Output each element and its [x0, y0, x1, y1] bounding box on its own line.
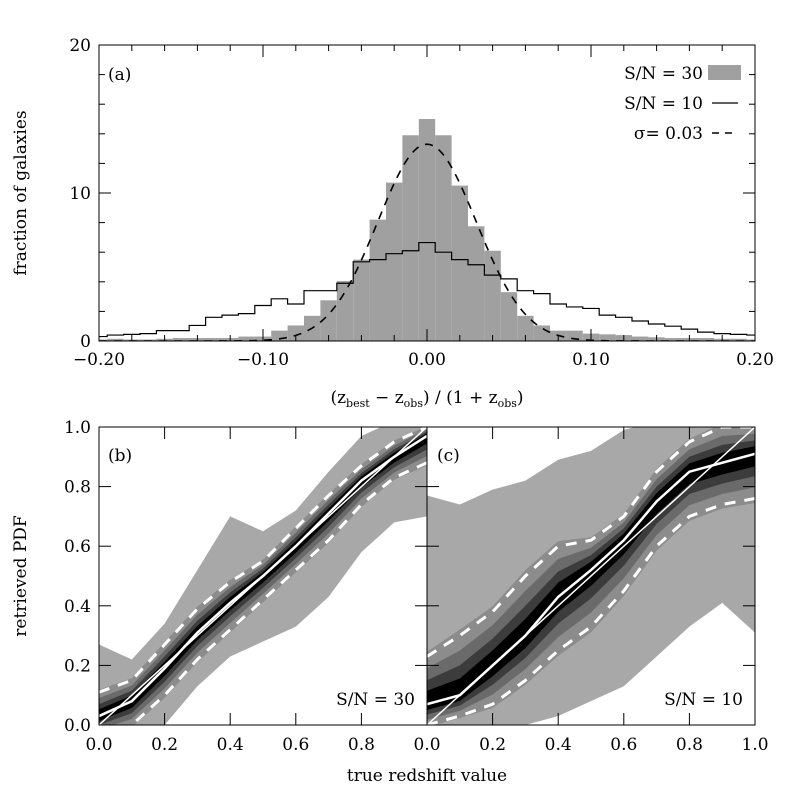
histogram-bar-sn30	[664, 338, 682, 341]
y-tick-label: 0.8	[64, 478, 91, 498]
one-to-one-line	[427, 427, 755, 725]
histogram-bar-sn30	[418, 119, 436, 341]
legend: S/N = 30 S/N = 10 σ= 0.03	[624, 64, 741, 144]
density-band-core	[427, 446, 755, 710]
x-tick-label: 0.2	[479, 735, 506, 755]
histogram-bar-sn30	[172, 338, 190, 341]
x-tick-label: 0.20	[736, 350, 774, 370]
y-tick-label: 0	[80, 332, 91, 352]
y-tick-label: 1.0	[64, 418, 91, 438]
bottom-xlabel: true redshift value	[347, 766, 507, 786]
legend-swatch-sn30	[708, 65, 741, 80]
histogram-bar-sn30	[517, 315, 534, 341]
histogram-bar-sn30	[107, 338, 124, 341]
histogram-bar-sn30	[697, 338, 714, 341]
histogram-bar-sn30	[238, 336, 255, 341]
panel-b-annotation: S/N = 30	[336, 690, 415, 710]
panel-b-density: 0.0 0.2 0.4 0.6 0.8 0.0 0.2 0.4 0.6 0.8 1.0	[64, 418, 428, 755]
x-tick-label: 0.10	[572, 350, 610, 370]
panel-a-histogram: −0.20 −0.10 0.00 0.10 0.20 0 10 20	[69, 36, 774, 370]
histogram-bar-sn30	[746, 339, 755, 341]
x-tick-label: 0.8	[676, 735, 703, 755]
panel-c-density: 0.0 0.2 0.4 0.6 0.8 1.0	[413, 426, 769, 755]
histogram-bar-sn30	[500, 292, 518, 341]
x-tick-label: 0.6	[282, 735, 309, 755]
panel-c-annotation: S/N = 10	[664, 690, 743, 710]
histogram-bar-sn30	[599, 334, 616, 341]
legend-label-sigma: σ= 0.03	[634, 124, 703, 144]
dashed-line-upper	[99, 427, 427, 694]
y-tick-label: 0.2	[64, 656, 91, 676]
histogram-bar-sn30	[336, 281, 354, 341]
panel-a-xlabel: (zbest − zobs) / (1 + zobs)	[330, 388, 523, 410]
histogram-step-sn10	[99, 241, 755, 338]
x-tick-label: 1.0	[741, 735, 768, 755]
panel-b-ylabel: retrieved PDF	[11, 515, 31, 637]
panel-c-label: (c)	[437, 446, 460, 466]
legend-label-sn30: S/N = 30	[624, 64, 703, 84]
histogram-bar-sn30	[369, 219, 386, 341]
x-tick-label: 0.4	[545, 735, 572, 755]
histogram-bar-sn30	[451, 185, 468, 341]
panel-a-ylabel: fraction of galaxies	[11, 110, 31, 275]
histogram-bar-sn30	[632, 336, 649, 341]
x-tick-label: 0.0	[413, 735, 440, 755]
y-tick-label: 10	[69, 184, 91, 204]
x-tick-label: −0.10	[237, 350, 289, 370]
plot-area	[99, 427, 427, 725]
histogram-bar-sn30	[386, 182, 403, 341]
x-tick-label: 0.2	[151, 735, 178, 755]
histogram-bar-sn30	[730, 338, 747, 341]
histogram-bar-sn30	[484, 250, 501, 341]
histogram-bar-sn30	[468, 226, 485, 341]
legend-label-sn10: S/N = 10	[624, 94, 703, 114]
dashed-line-lower	[126, 461, 427, 725]
x-tick-label: 0.4	[217, 735, 244, 755]
x-tick-label: 0.0	[85, 735, 112, 755]
histogram-bar-sn30	[533, 325, 550, 341]
histogram-bar-sn30	[402, 135, 419, 341]
y-tick-label: 0.4	[64, 597, 91, 617]
histogram-bar-sn30	[435, 135, 452, 341]
x-tick-label: 0.00	[408, 350, 446, 370]
histogram-bar-sn30	[566, 330, 583, 341]
plot-area	[427, 427, 755, 725]
x-tick-label: 0.8	[348, 735, 375, 755]
histogram-bar-sn30	[353, 259, 370, 341]
y-tick-label: 0.0	[64, 716, 91, 736]
histogram-bar-sn30	[205, 338, 222, 341]
panel-b-label: (b)	[108, 446, 132, 466]
x-tick-label: 0.6	[610, 735, 637, 755]
histogram-bar-sn30	[271, 330, 288, 341]
x-tick-label: −0.20	[73, 350, 125, 370]
y-tick-label: 0.6	[64, 537, 91, 557]
one-to-one-line	[99, 427, 427, 725]
dashed-line-upper	[427, 427, 755, 658]
histogram-bar-sn30	[287, 325, 304, 341]
panel-a-label: (a)	[108, 65, 131, 85]
plot-area	[99, 119, 755, 341]
plot-frame	[426, 426, 756, 726]
y-tick-label: 20	[69, 36, 91, 56]
